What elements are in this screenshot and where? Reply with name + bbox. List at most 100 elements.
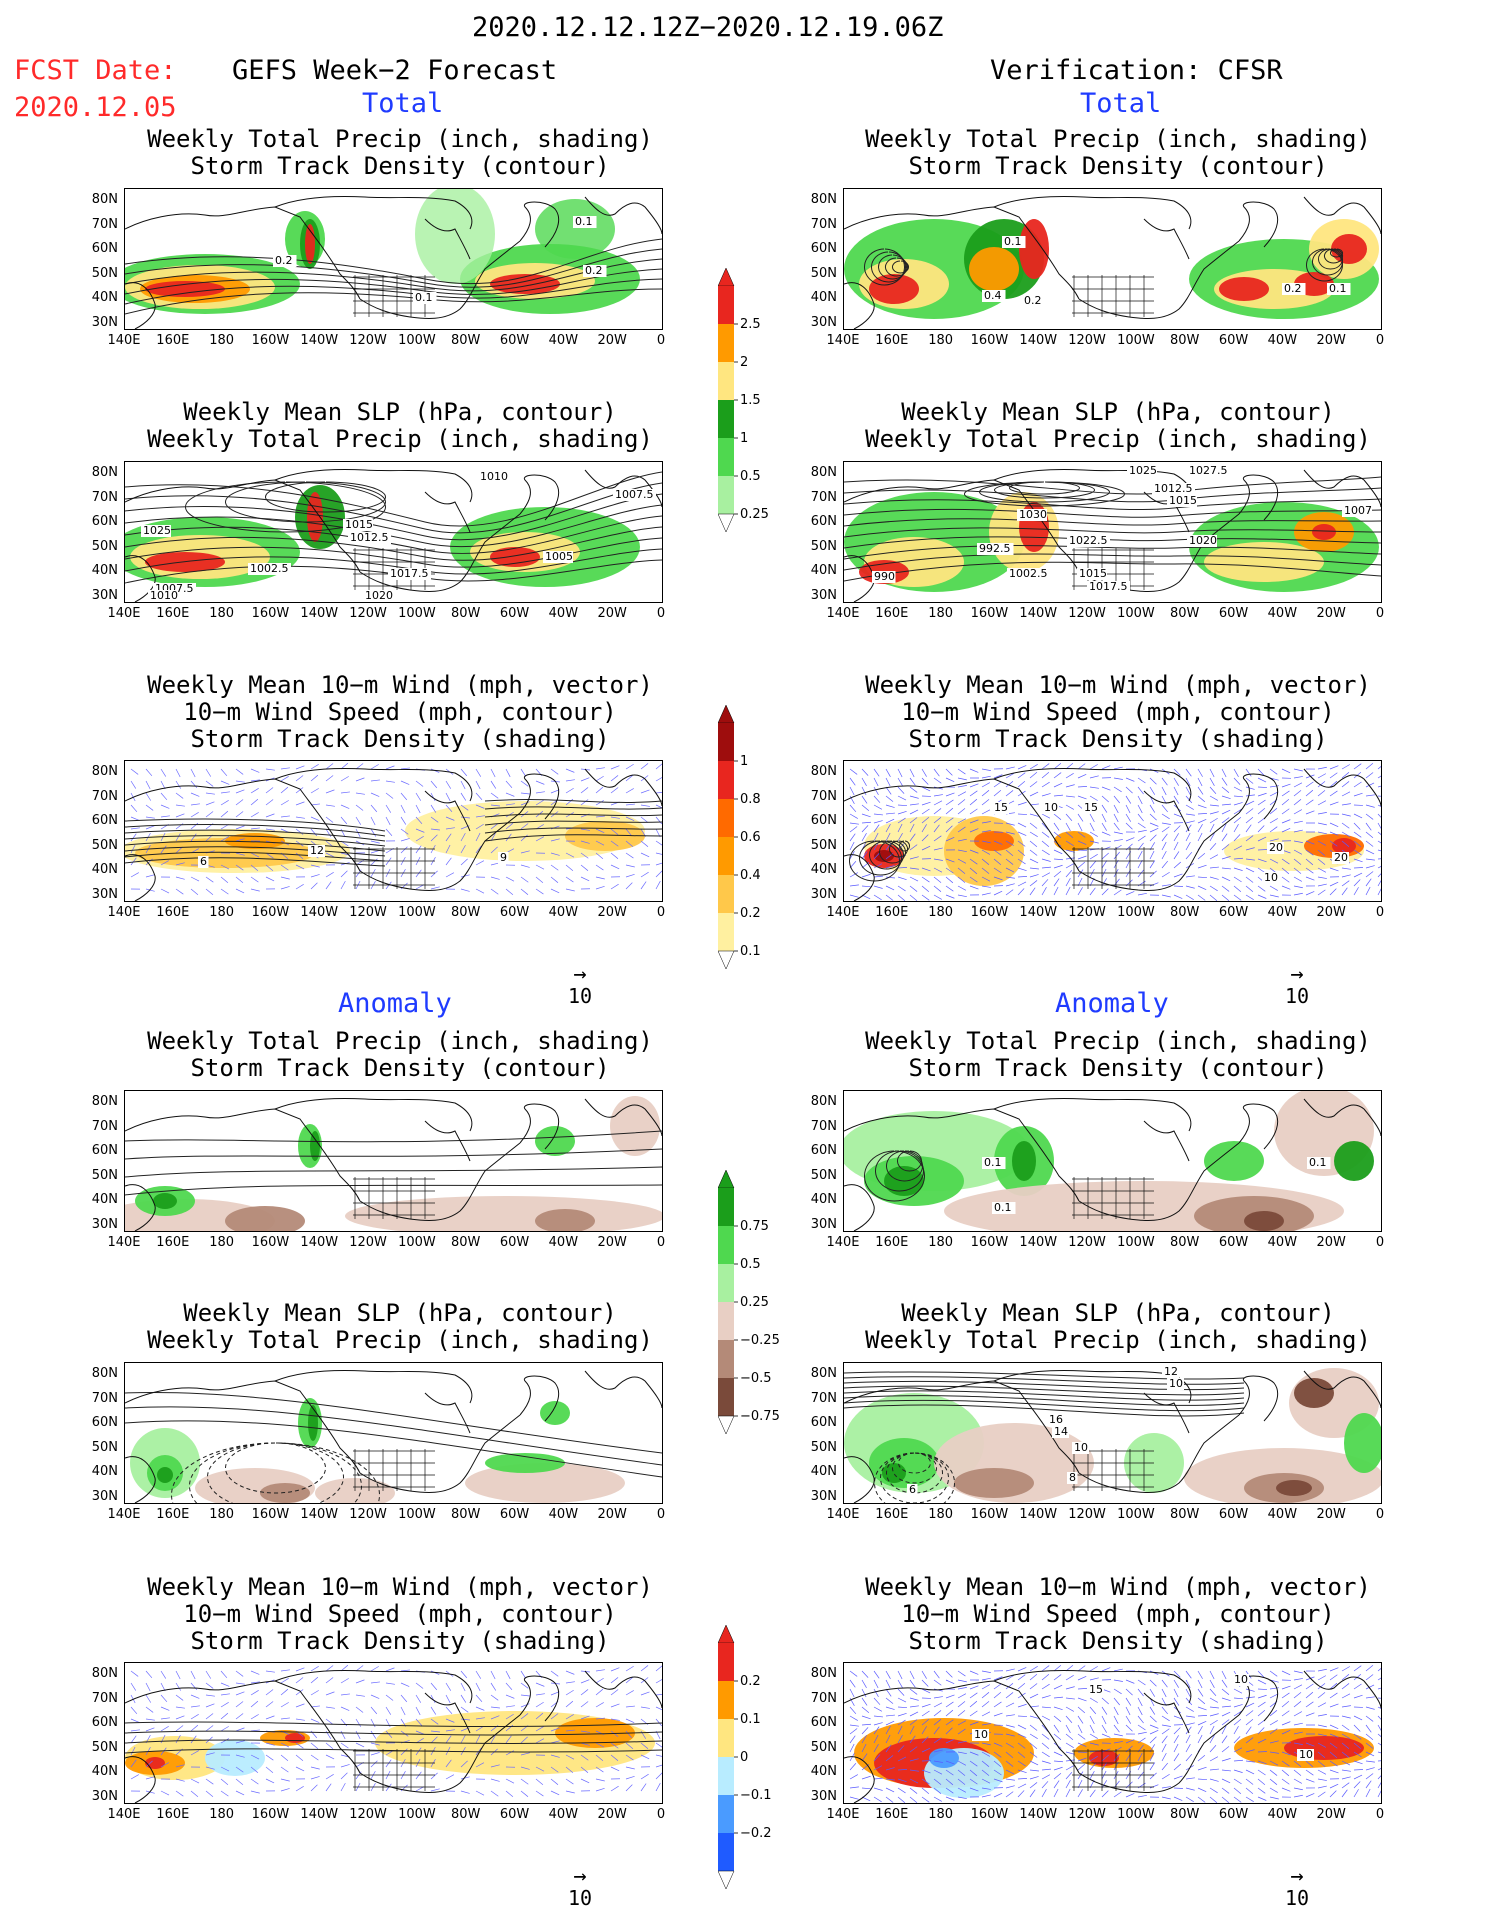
colorbar-label: −0.25	[740, 1333, 780, 1348]
shading-blob	[1054, 831, 1094, 851]
lat-tick-label: 80N	[91, 192, 118, 207]
contour-label: 10	[972, 1728, 989, 1741]
lon-tick-label: 120W	[349, 905, 387, 920]
svg-text:1030: 1030	[1019, 508, 1047, 521]
svg-text:1015: 1015	[1169, 494, 1197, 507]
contour-label: 1010	[148, 589, 178, 602]
lat-tick-label: 70N	[810, 1118, 837, 1134]
lat-tick-label: 50N	[810, 837, 837, 853]
contour-line	[1318, 248, 1343, 270]
contour-line	[1324, 248, 1343, 264]
svg-text:9: 9	[500, 851, 507, 864]
contour-line	[979, 481, 1110, 503]
contour-label: 6	[198, 855, 209, 868]
lat-tick-label: 40N	[91, 1192, 118, 1207]
contour-label: 0.4	[982, 289, 1006, 302]
lon-tick-label: 160W	[970, 606, 1009, 621]
shading-blob	[1294, 1378, 1334, 1408]
lon-tick-label: 140E	[107, 1507, 141, 1522]
lon-tick-label: 20W	[1316, 1807, 1346, 1822]
lon-tick-label: 160E	[156, 333, 190, 348]
shading-blob	[157, 1467, 173, 1483]
contour-line	[1009, 481, 1080, 495]
contour-line	[484, 827, 662, 834]
lon-tick-label: 0	[1375, 905, 1385, 920]
lon-tick-label: 140W	[300, 1807, 339, 1822]
lat-tick-label: 80N	[91, 465, 118, 480]
shading-blob	[869, 1438, 939, 1488]
shading-blob	[415, 189, 495, 284]
contour-line	[125, 1148, 662, 1160]
contour-line	[859, 840, 902, 876]
lon-tick-label: 180	[928, 333, 954, 348]
map-fc-slp-anom	[124, 1362, 663, 1504]
lon-tick-label: 20W	[597, 905, 627, 920]
shading-blob	[1312, 524, 1336, 540]
colorbar-label: 1	[740, 754, 748, 769]
svg-text:10: 10	[1234, 1673, 1248, 1686]
shading-blob	[145, 281, 225, 297]
contour-label: 9	[498, 851, 509, 864]
lon-tick-label: 100W	[398, 905, 436, 920]
shading-blob	[1344, 1413, 1381, 1473]
svg-text:20: 20	[1334, 851, 1348, 864]
colorbar-segment	[718, 1226, 734, 1264]
lat-tick-label: 70N	[810, 788, 837, 804]
contour-line	[125, 1184, 662, 1196]
colorbar-segment	[718, 1378, 734, 1416]
contour-label: 1005	[543, 550, 573, 563]
lon-tick-label: 140E	[826, 1807, 860, 1822]
lat-tick-label: 40N	[91, 290, 118, 305]
contour-line	[484, 820, 662, 826]
shading-blob	[1012, 1141, 1036, 1181]
wind-vectors	[849, 762, 1381, 901]
contour-label: 0.1	[982, 1156, 1006, 1169]
lat-tick-label: 60N	[91, 241, 118, 256]
colorbar-label: 0.1	[740, 944, 761, 959]
colorbar-segment	[718, 438, 734, 476]
svg-text:0.1: 0.1	[984, 1156, 1002, 1169]
colorbar-label: 0.25	[740, 1295, 769, 1310]
lon-tick-label: 20W	[1316, 1507, 1346, 1522]
lat-tick-label: 80N	[810, 1094, 837, 1109]
contour-line	[889, 840, 908, 858]
contour-label: 1015	[343, 518, 373, 531]
shading-blob	[535, 199, 615, 259]
lon-tick-label: 20W	[597, 1507, 627, 1522]
svg-text:1010: 1010	[150, 589, 178, 602]
contour-line	[886, 1452, 943, 1494]
lon-tick-label: 160W	[251, 1235, 290, 1250]
shading-blob	[1332, 838, 1356, 854]
svg-text:1015: 1015	[1079, 567, 1107, 580]
lat-tick-label: 40N	[91, 862, 118, 877]
lon-tick-label: 160E	[156, 606, 190, 621]
lon-tick-label: 100W	[398, 606, 436, 621]
svg-text:1005: 1005	[545, 550, 573, 563]
colorbar-label: 0.2	[740, 1674, 761, 1689]
lon-tick-label: 80W	[1170, 1507, 1200, 1522]
svg-text:1025: 1025	[1129, 464, 1157, 477]
lon-tick-label: 80W	[451, 1235, 481, 1250]
svg-text:12: 12	[310, 844, 324, 857]
contour-label: 1025	[1127, 464, 1157, 477]
fc-precip-anom-title: Weekly Total Precip (inch, shading) Storm…	[147, 1027, 653, 1082]
colorbar-label: 0.75	[740, 1219, 769, 1234]
contour-line	[207, 1442, 344, 1503]
contour-line	[484, 813, 662, 818]
contour-line	[994, 481, 1095, 499]
lon-tick-label: 120W	[1068, 905, 1106, 920]
contour-line	[864, 1150, 925, 1202]
lon-tick-label: 80W	[1170, 905, 1200, 920]
contour-label: 1010	[478, 470, 508, 483]
contour-label: 20	[1332, 851, 1349, 864]
lon-tick-label: 180	[209, 333, 235, 348]
colorbar-segment	[718, 723, 734, 761]
lon-tick-label: 60W	[1218, 1807, 1249, 1822]
colorbar-arrow-bottom	[717, 950, 735, 970]
lon-tick-label: 0	[656, 1507, 666, 1522]
colorbar-label: −0.75	[740, 1409, 780, 1424]
svg-text:1017.5: 1017.5	[390, 567, 429, 580]
wind-vectors	[130, 762, 662, 896]
lon-tick-label: 100W	[398, 333, 436, 348]
lon-tick-label: 160W	[970, 1235, 1009, 1250]
